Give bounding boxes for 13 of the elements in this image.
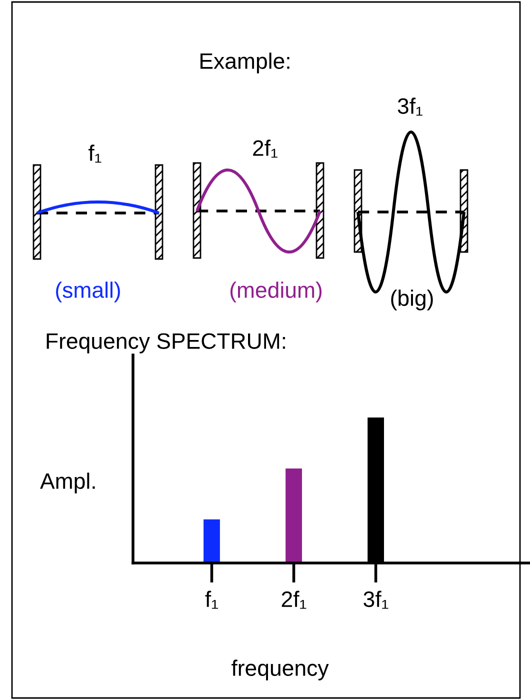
text: (big) [391,290,433,310]
text: f₁ [88,144,102,163]
y-axis-title: Ampl. [40,472,95,494]
text: (small) [56,282,120,302]
text: 3f₁ [398,98,422,116]
x-axis-title: frequency [232,660,329,680]
x-tick-label: 3f₁ [364,590,388,609]
text: (medium) [230,282,322,302]
chart-title: Frequency SPECTRUM: [46,333,286,354]
text: 2f₁ [253,140,278,158]
text: Example: [200,52,290,74]
x-tick-label: f₁ [205,590,218,609]
x-tick-label: 2f₁ [282,590,306,609]
